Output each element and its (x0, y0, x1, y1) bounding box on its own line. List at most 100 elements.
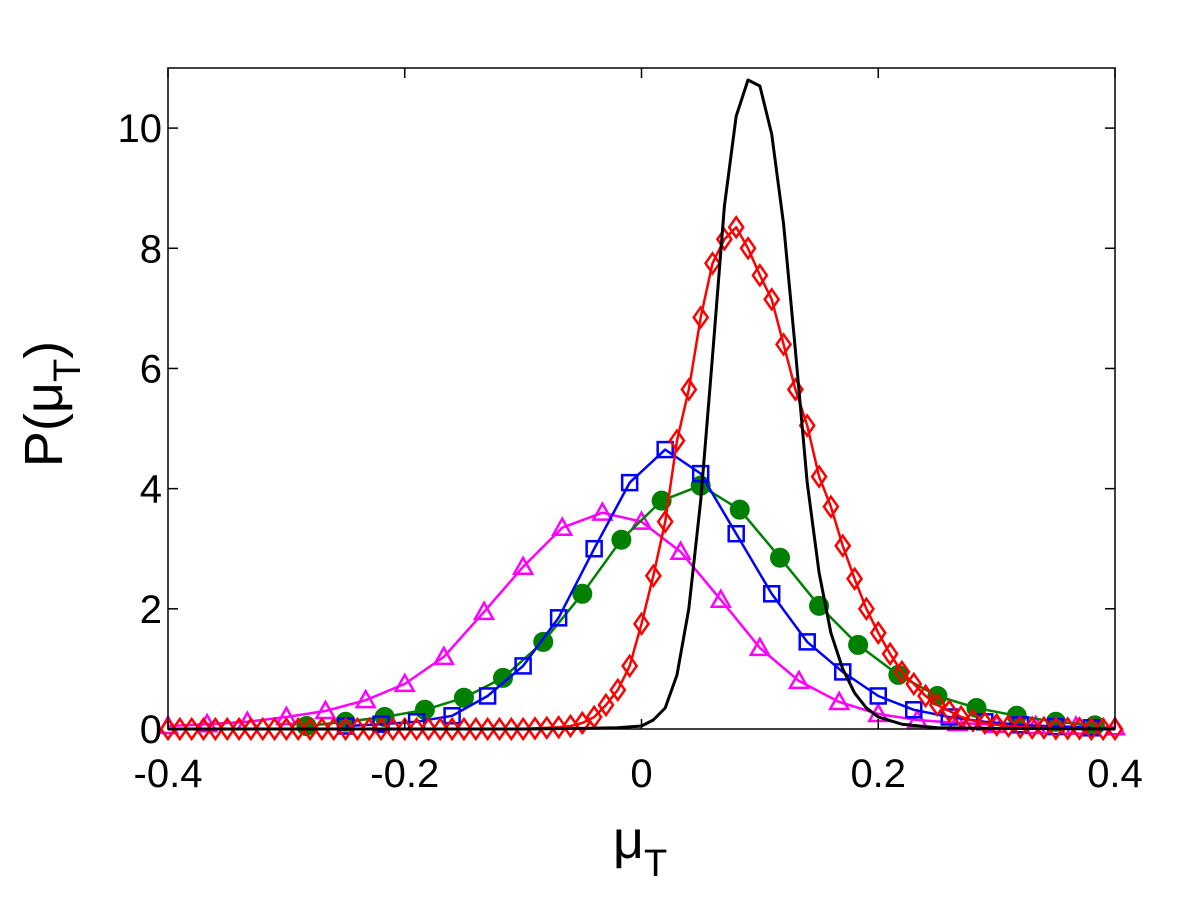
data-point-diamond (467, 716, 485, 742)
data-point-diamond (644, 563, 662, 588)
data-point-diamond (810, 464, 828, 489)
y-tick-label: 10 (118, 107, 163, 151)
data-point-diamond (242, 716, 260, 742)
data-point-diamond (514, 716, 532, 742)
data-point-diamond (822, 494, 840, 519)
data-point-diamond (490, 716, 508, 742)
y-tick-label: 6 (140, 347, 162, 391)
data-point-diamond (1070, 716, 1089, 741)
series-line (168, 78, 1116, 731)
tick-layer: -0.4 -0.2 0 0.2 0.4 0 2 4 6 8 10 (118, 68, 1143, 796)
series-line-path (168, 78, 1116, 731)
data-point-diamond (715, 227, 733, 252)
data-point-diamond (230, 716, 248, 742)
data-point-diamond (976, 710, 994, 736)
data-point-diamond (360, 716, 378, 742)
data-point-diamond (289, 716, 307, 742)
x-tick-label: -0.2 (370, 752, 439, 796)
data-point-diamond (668, 428, 686, 453)
data-point-triangle (946, 711, 969, 732)
data-point-triangle (314, 699, 337, 720)
data-point-triangle (669, 540, 692, 560)
data-point-diamond (443, 716, 461, 742)
data-point-diamond (348, 716, 366, 742)
y-axis-title: P(μT) (14, 341, 89, 467)
data-point-diamond (194, 716, 213, 742)
data-point-diamond (1094, 716, 1112, 742)
data-point-circle (572, 583, 593, 604)
data-point-square (478, 687, 497, 705)
data-point-square (691, 464, 710, 483)
data-point-diamond (751, 263, 769, 288)
data-point-diamond (337, 716, 355, 742)
data-point-triangle (393, 672, 416, 693)
data-point-circle (611, 529, 632, 550)
data-point-diamond (1035, 715, 1053, 740)
data-point-square (585, 539, 603, 558)
data-point-diamond (254, 716, 272, 742)
data-point-diamond (171, 716, 189, 742)
data-point-diamond (881, 641, 899, 667)
data-point-diamond (502, 716, 520, 742)
data-point-circle (729, 499, 750, 520)
data-point-diamond (893, 659, 911, 685)
data-point-square (620, 473, 639, 492)
data-point-diamond (1023, 715, 1041, 740)
data-point-diamond (419, 716, 437, 742)
data-point-diamond (621, 653, 639, 679)
data-point-triangle (275, 705, 298, 726)
data-point-diamond (869, 620, 887, 646)
data-point-diamond (597, 692, 615, 718)
data-point-diamond (739, 236, 757, 261)
data-point-diamond (550, 715, 568, 740)
data-point-triangle (511, 555, 535, 576)
data-point-diamond (917, 683, 935, 709)
data-point-square (869, 687, 887, 705)
data-point-square (798, 633, 816, 651)
data-point-diamond (325, 716, 343, 742)
x-tick-label: 0 (630, 752, 652, 796)
data-point-triangle (591, 501, 614, 521)
data-point-diamond (609, 677, 627, 703)
data-point-diamond (988, 712, 1006, 737)
data-point-diamond (775, 332, 793, 357)
data-point-triangle (787, 669, 811, 690)
data-point-diamond (857, 596, 875, 621)
data-point-diamond (455, 716, 473, 742)
data-point-diamond (632, 611, 651, 637)
data-point-diamond (1059, 716, 1077, 741)
y-tick-label: 0 (140, 708, 162, 752)
y-tick-label: 4 (140, 468, 162, 512)
data-point-diamond (692, 305, 710, 330)
data-point-diamond (905, 671, 923, 697)
data-point-diamond (266, 716, 284, 742)
series-diamond (159, 215, 1124, 742)
data-point-square (443, 707, 461, 725)
data-point-diamond (1047, 716, 1065, 741)
data-point-diamond (573, 710, 591, 736)
data-point-diamond (964, 708, 982, 733)
y-tick-label: 8 (140, 227, 162, 271)
data-point-diamond (763, 287, 781, 312)
data-point-diamond (372, 716, 390, 742)
data-point-diamond (727, 215, 745, 240)
data-point-diamond (396, 716, 414, 742)
data-point-diamond (408, 716, 426, 742)
data-point-diamond (928, 692, 946, 718)
data-point-diamond (703, 251, 722, 276)
data-point-triangle (630, 510, 653, 530)
x-tick-label: -0.4 (134, 752, 203, 796)
data-point-diamond (384, 716, 402, 742)
data-point-square (656, 440, 674, 459)
data-point-diamond (218, 716, 236, 742)
data-point-diamond (1082, 716, 1100, 742)
data-point-circle (493, 667, 514, 688)
data-point-square (727, 524, 745, 543)
data-point-diamond (846, 566, 864, 591)
data-point-triangle (551, 516, 574, 536)
data-point-circle (651, 490, 672, 511)
data-point-diamond (301, 716, 319, 742)
data-point-circle (769, 547, 790, 568)
data-point-triangle (709, 588, 732, 609)
